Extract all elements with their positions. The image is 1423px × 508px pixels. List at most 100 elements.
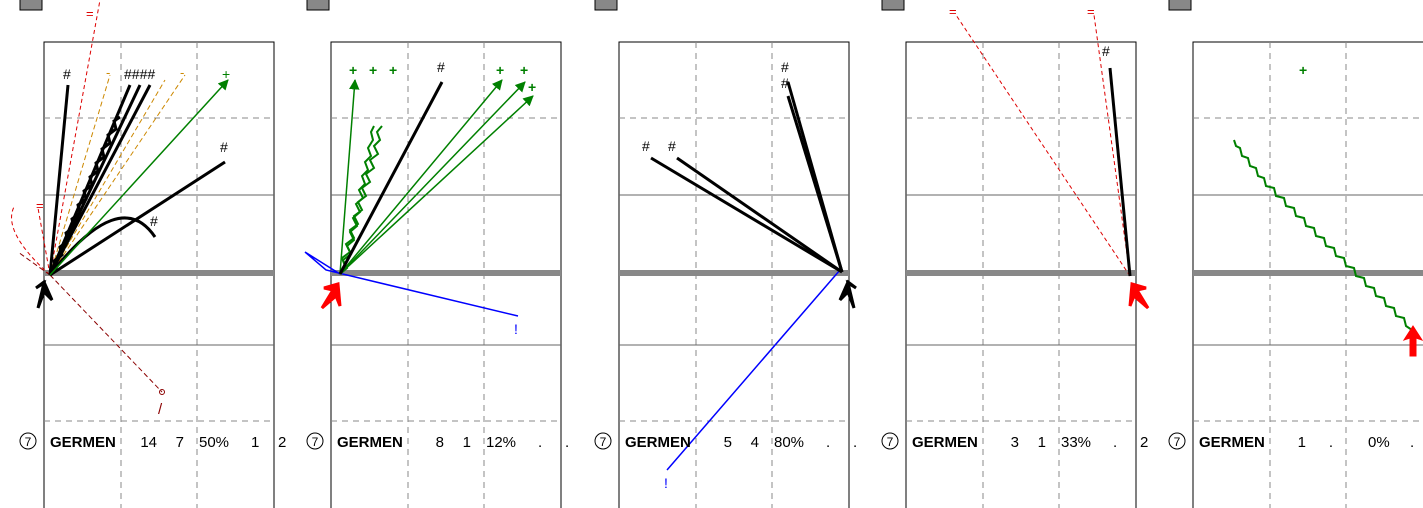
jersey-badge (881, 432, 899, 450)
mark: + (520, 62, 528, 78)
jersey-badge (19, 432, 37, 450)
shot-wide (49, 74, 186, 276)
panel-1-tab (19, 0, 43, 11)
stat-goals: 1 (463, 434, 471, 451)
panel-1-grid (43, 41, 275, 508)
stat-a: 1 (251, 434, 259, 451)
shot-goal-wavy (48, 115, 121, 277)
jersey-number: 7 (1174, 435, 1181, 449)
mark: # (1102, 43, 1110, 59)
mark: # (781, 59, 789, 75)
stat-pct: 33% (1061, 434, 1091, 451)
shot-save-wavy (339, 125, 375, 275)
stat-goals: . (1329, 434, 1333, 451)
stat-pct: 50% (199, 434, 229, 451)
shot-goal (786, 95, 844, 273)
stat-goals: 1 (1038, 434, 1046, 451)
shot-save-wavy (1233, 139, 1413, 331)
stat-a: . (1410, 434, 1414, 451)
panel-2-shooter-arrow (320, 282, 342, 310)
panel-2-stats: 7 GERMEN 8 1 12% . . (306, 432, 569, 451)
stat-pct: 80% (774, 434, 804, 451)
jersey-badge (306, 432, 324, 450)
stat-b: . (565, 434, 569, 451)
panel-3-stats: 7 GERMEN 5 4 80% . . (594, 432, 857, 451)
shot-goal (48, 84, 70, 276)
shot-goal (676, 156, 843, 274)
mark: # (668, 138, 676, 154)
stat-shots: 8 (436, 434, 444, 451)
jersey-number: 7 (312, 435, 319, 449)
shot-miss (49, 0, 101, 276)
stat-goals: 4 (751, 434, 759, 451)
stat-shots: 5 (724, 434, 732, 451)
stat-b: . (853, 434, 857, 451)
jersey-number: 7 (600, 435, 607, 449)
shot-miss (37, 207, 51, 276)
mark: # (437, 59, 445, 75)
shot-save (49, 79, 229, 276)
stat-a: . (1113, 434, 1117, 451)
panel-4-stats: 7 GERMEN 3 1 33% . 2 (881, 432, 1148, 451)
shot-wide (49, 79, 166, 276)
stat-a: . (538, 434, 542, 451)
panel-3-tab (594, 0, 618, 11)
mark: # (642, 138, 650, 154)
mark: + (1299, 62, 1307, 78)
shot-block (304, 251, 519, 317)
shot-post (49, 274, 163, 393)
player-name: GERMEN (625, 434, 691, 451)
panel-2: + + + # + + + ! 7 GERMEN 8 1 12% . . (304, 0, 569, 508)
player-name: GERMEN (337, 434, 403, 451)
panel-2-tab (306, 0, 330, 11)
shot-save (339, 95, 534, 275)
stat-pct: 0% (1368, 434, 1390, 451)
shot-save (339, 81, 526, 275)
panel-4-shooter-arrow (1128, 282, 1150, 310)
panel-1-shooter-arrow (35, 279, 54, 309)
panel-2-grid (330, 41, 562, 508)
panel-4-grid (905, 41, 1137, 508)
mark: - (180, 65, 184, 80)
shot-goal (338, 81, 444, 275)
stat-b: 2 (278, 434, 286, 451)
stat-shots: 3 (1011, 434, 1019, 451)
jersey-number: 7 (25, 435, 32, 449)
shot-save (339, 79, 503, 275)
jersey-badge (594, 432, 612, 450)
stat-pct: 12% (486, 434, 516, 451)
player-name: GERMEN (50, 434, 116, 451)
mark: #### (124, 66, 155, 82)
shot-miss (955, 14, 1131, 277)
shot-save (339, 78, 360, 275)
panel-5-stats: 7 GERMEN 1 . 0% . . (1168, 432, 1414, 451)
mark: = (1087, 4, 1095, 19)
mark: - (106, 65, 110, 80)
shot-goal (49, 160, 226, 277)
mark: # (63, 66, 71, 82)
shot-post (17, 251, 51, 276)
mark: = (949, 4, 957, 19)
mark: # (220, 139, 228, 155)
panel-3: # # # # ! 7 GERMEN 5 4 80% . . (594, 0, 857, 508)
shot-goal (48, 216, 157, 276)
panel-5-shooter-arrow (1402, 325, 1423, 357)
panel-4: = = # 7 GERMEN 3 1 33% . 2 (881, 0, 1150, 508)
panel-4-tab (881, 0, 905, 11)
panel-3-shooter-arrow (838, 279, 857, 309)
mark: = (86, 6, 94, 21)
player-name: GERMEN (1199, 434, 1265, 451)
mark: # (781, 75, 789, 91)
mark: / (158, 401, 163, 418)
mark: # (150, 213, 158, 229)
player-name: GERMEN (912, 434, 978, 451)
shot-post-end (159, 389, 165, 395)
panel-5-grid (1192, 41, 1423, 508)
stat-a: . (826, 434, 830, 451)
shot-goal (1108, 67, 1132, 277)
shot-wide (49, 74, 111, 276)
stat-shots: 1 (1298, 434, 1306, 451)
mark: + (496, 62, 504, 78)
mark: + (369, 62, 377, 78)
